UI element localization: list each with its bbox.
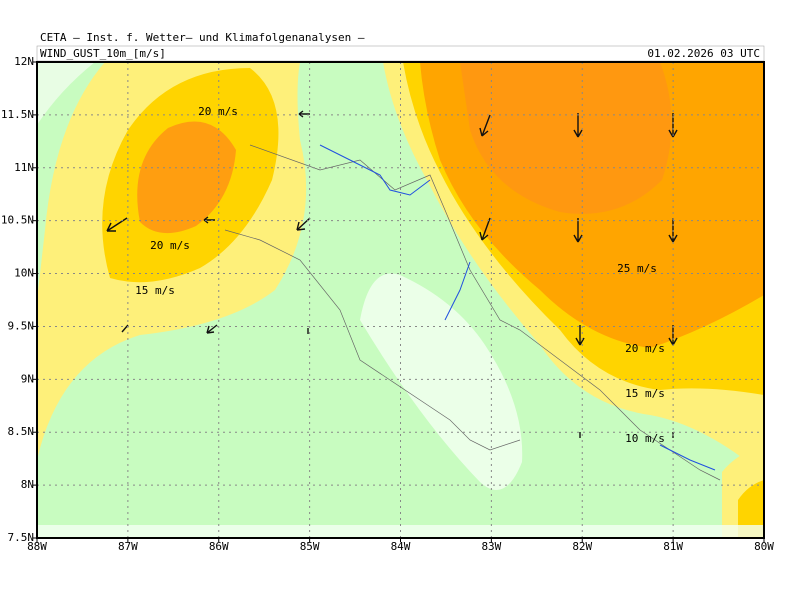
wind-arrow	[668, 325, 678, 346]
wind-arrow	[575, 325, 585, 346]
lon-tick-label: 81W	[663, 540, 683, 553]
lat-tick-label: 7.5N	[8, 531, 35, 544]
river	[659, 444, 716, 471]
datetime-label: 01.02.2026 03 UTC	[647, 47, 760, 60]
coastline	[224, 229, 521, 451]
wind-arrow	[206, 324, 218, 334]
contour-label: 20 m/s	[625, 342, 665, 355]
wind-arrow	[106, 217, 128, 232]
lat-tick-label: 11N	[14, 161, 34, 174]
lon-tick-label: 84W	[391, 540, 411, 553]
wind-arrow	[573, 113, 583, 138]
river	[444, 261, 471, 321]
variable-label: WIND_GUST_10m_[m/s]	[40, 47, 166, 60]
lat-tick-label: 9.5N	[8, 319, 35, 332]
lon-tick-label: 83W	[481, 540, 501, 553]
lon-tick-label: 86W	[209, 540, 229, 553]
field-25	[137, 121, 236, 234]
contour-label: 20 m/s	[150, 239, 190, 252]
contour-label: 15 m/s	[625, 387, 665, 400]
contour-label: 20 m/s	[198, 105, 238, 118]
wind-arrow	[479, 114, 491, 137]
contour-label: 15 m/s	[135, 284, 175, 297]
lat-tick-label: 10N	[14, 267, 34, 280]
coastline	[249, 144, 721, 481]
wind-arrow	[298, 110, 310, 118]
wind-arrow	[296, 217, 311, 231]
lon-tick-label: 88W	[27, 540, 47, 553]
lon-tick-label: 87W	[118, 540, 138, 553]
header-title: CETA – Inst. f. Wetter– und Klimafolgena…	[40, 31, 365, 44]
wind-arrows	[106, 110, 678, 438]
lon-tick-label: 82W	[572, 540, 592, 553]
field-20	[738, 480, 764, 538]
field-30	[460, 62, 672, 214]
lat-tick-label: 10.5N	[1, 214, 34, 227]
wind-arrow	[203, 216, 215, 224]
lat-tick-label: 8N	[21, 478, 34, 491]
river	[319, 144, 431, 196]
lat-tick-label: 11.5N	[1, 108, 34, 121]
contour-label: 25 m/s	[617, 262, 657, 275]
lon-tick-label: 80W	[754, 540, 774, 553]
lat-tick-label: 12N	[14, 55, 34, 68]
contour-labels: 20 m/s 20 m/s 15 m/s 25 m/s 20 m/s 15 m/s 10 m…	[135, 105, 665, 445]
contour-label: 10 m/s	[625, 432, 665, 445]
wind-arrow	[479, 217, 491, 241]
field-light	[37, 62, 95, 125]
wind-arrow	[573, 218, 583, 243]
map-frame	[36, 61, 765, 539]
lat-tick-label: 8.5N	[8, 425, 35, 438]
lat-tick-label: 9N	[21, 372, 34, 385]
lon-tick-label: 85W	[300, 540, 320, 553]
map-fields	[37, 62, 764, 538]
